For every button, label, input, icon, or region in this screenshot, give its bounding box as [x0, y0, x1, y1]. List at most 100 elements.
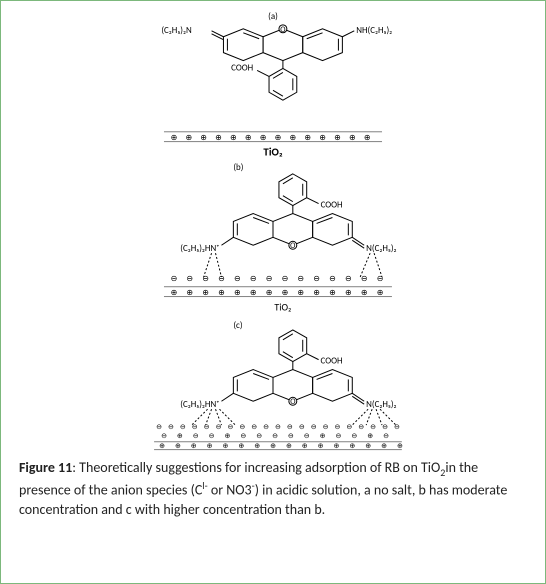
svg-text:⊕: ⊕	[266, 287, 273, 297]
panel-a-diagram: (a) O (C₂H₅)₂N NH(C₂H₅)₂	[103, 9, 443, 160]
right-group-b: N(C₂H₅)₂	[366, 244, 396, 254]
svg-text:⊕: ⊕	[320, 431, 326, 440]
svg-text:⊖: ⊖	[227, 422, 233, 431]
svg-text:⊖: ⊖	[202, 274, 209, 284]
svg-text:⊖: ⊖	[345, 274, 352, 284]
right-group-a: NH(C₂H₅)₂	[356, 26, 392, 36]
svg-text:⊕: ⊕	[302, 441, 308, 450]
interaction-lines-c	[192, 409, 396, 425]
anion-row-b: ⊖⊖⊖ ⊖⊖⊖ ⊖⊖⊖ ⊖⊖⊖ ⊖⊖	[171, 274, 384, 284]
svg-text:⊕: ⊕	[334, 441, 340, 450]
panel-a-label: (a)	[268, 12, 278, 22]
svg-text:⊕: ⊕	[365, 441, 371, 450]
svg-text:⊖: ⊖	[266, 274, 273, 284]
svg-text:⊖: ⊖	[382, 422, 388, 431]
svg-text:⊖: ⊖	[361, 274, 368, 284]
svg-text:⊕: ⊕	[230, 133, 237, 143]
left-group-a: (C₂H₅)₂N	[161, 26, 192, 36]
oxygen-atom-a: O	[280, 25, 285, 35]
figure-number: Figure 11	[19, 459, 72, 476]
svg-text:⊕: ⊕	[318, 441, 324, 450]
svg-text:⊕: ⊕	[177, 431, 183, 440]
svg-text:⊕: ⊕	[349, 441, 355, 450]
panel-b-label: (b)	[233, 163, 243, 173]
interaction-lines-b	[204, 253, 382, 277]
svg-text:⊖: ⊖	[256, 431, 262, 440]
svg-text:⊖: ⊖	[346, 422, 352, 431]
svg-text:⊖: ⊖	[263, 422, 269, 431]
svg-text:⊖: ⊖	[275, 422, 281, 431]
svg-text:⊖: ⊖	[335, 422, 341, 431]
surface-label-b: TiO₂	[274, 301, 291, 313]
svg-text:⊖: ⊖	[272, 431, 278, 440]
svg-text:⊖: ⊖	[193, 431, 199, 440]
svg-text:⊕: ⊕	[297, 287, 304, 297]
svg-text:⊕: ⊕	[225, 431, 231, 440]
svg-text:⊕: ⊕	[364, 133, 371, 143]
svg-text:⊕: ⊕	[218, 287, 225, 297]
caption-text-3: or NO3	[208, 482, 252, 499]
svg-text:⊕: ⊕	[159, 441, 165, 450]
svg-text:⊕: ⊕	[334, 133, 341, 143]
svg-text:⊕: ⊕	[207, 441, 213, 450]
svg-text:⊕: ⊕	[367, 431, 373, 440]
svg-text:⊕: ⊕	[304, 133, 311, 143]
right-group-c: N(C₂H₅)₂	[366, 400, 396, 410]
svg-text:⊖: ⊖	[204, 422, 210, 431]
svg-text:⊖: ⊖	[171, 274, 178, 284]
svg-text:⊖: ⊖	[240, 431, 246, 440]
svg-text:⊖: ⊖	[329, 274, 336, 284]
panel-b-diagram: (b) COOH O (C₂H₅)₂HN⁺ N(C₂H₅)₂	[103, 160, 443, 319]
svg-text:⊖: ⊖	[370, 422, 376, 431]
svg-text:⊖: ⊖	[297, 274, 304, 284]
svg-text:⊖: ⊖	[186, 274, 193, 284]
svg-text:⊕: ⊕	[175, 441, 181, 450]
svg-text:⊖: ⊖	[239, 422, 245, 431]
phenyl-b	[279, 174, 307, 206]
svg-text:⊕: ⊕	[286, 441, 292, 450]
svg-text:⊖: ⊖	[288, 431, 294, 440]
svg-text:⊖: ⊖	[216, 422, 222, 431]
svg-text:⊖: ⊖	[336, 431, 342, 440]
svg-text:⊕: ⊕	[234, 287, 241, 297]
cooh-c: COOH	[321, 357, 343, 367]
svg-text:⊖: ⊖	[234, 274, 241, 284]
phenyl-c	[279, 330, 307, 362]
svg-text:⊖: ⊖	[394, 422, 400, 431]
svg-text:⊖: ⊖	[218, 274, 225, 284]
svg-text:⊕: ⊕	[171, 287, 178, 297]
svg-text:⊕: ⊕	[361, 287, 368, 297]
figure-panels-container: (a) O (C₂H₅)₂N NH(C₂H₅)₂	[1, 1, 545, 453]
cooh-b: COOH	[321, 200, 343, 210]
svg-text:⊕: ⊕	[313, 287, 320, 297]
svg-text:⊕: ⊕	[270, 441, 276, 450]
svg-text:⊖: ⊖	[323, 422, 329, 431]
svg-text:⊖: ⊖	[192, 422, 198, 431]
svg-text:⊕: ⊕	[171, 133, 178, 143]
svg-text:⊕: ⊕	[238, 441, 244, 450]
anion-rows-c: ⊖⊖⊖⊖ ⊖⊖⊖⊖ ⊖⊖⊖⊖ ⊖⊖⊖⊖ ⊖⊖⊖⊖⊖ ⊖⊕⊖⊖ ⊕⊖⊖⊖ ⊖⊖⊕⊖…	[156, 422, 400, 440]
svg-text:⊖: ⊖	[311, 422, 317, 431]
svg-text:⊕: ⊕	[290, 133, 297, 143]
svg-text:⊕: ⊕	[275, 133, 282, 143]
svg-text:⊖: ⊖	[304, 431, 310, 440]
svg-text:⊕: ⊕	[223, 441, 229, 450]
svg-text:⊖: ⊖	[377, 274, 384, 284]
oxygen-atom-b: O	[290, 241, 295, 251]
svg-text:⊕: ⊕	[245, 133, 252, 143]
svg-text:⊖: ⊖	[156, 422, 162, 431]
svg-text:⊖: ⊖	[358, 422, 364, 431]
svg-text:⊕: ⊕	[282, 287, 289, 297]
svg-text:⊕: ⊕	[185, 133, 192, 143]
svg-text:⊖: ⊖	[287, 422, 293, 431]
svg-text:⊕: ⊕	[186, 287, 193, 297]
panel-c-diagram: (c) COOH O (C₂H₅)₂HN⁺ N(C₂H₅)₂	[103, 318, 443, 453]
svg-text:⊖: ⊖	[299, 422, 305, 431]
surface-label-a: TiO₂	[263, 146, 282, 159]
svg-text:⊖: ⊖	[251, 422, 257, 431]
svg-text:⊕: ⊕	[319, 133, 326, 143]
svg-text:⊕: ⊕	[250, 287, 257, 297]
left-group-c: (C₂H₅)₂HN⁺	[180, 400, 219, 410]
svg-text:⊕: ⊕	[200, 133, 207, 143]
surface-cations-b: ⊕⊕⊕ ⊕⊕⊕ ⊕⊕⊕ ⊕⊕⊕ ⊕⊕	[171, 287, 384, 297]
